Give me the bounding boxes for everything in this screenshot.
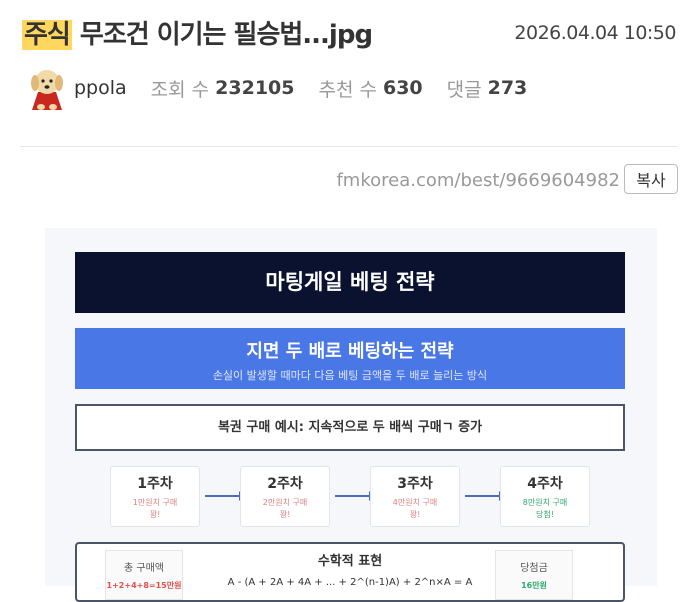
step-label: 1주차 xyxy=(137,476,173,492)
category-tag[interactable]: 주식 xyxy=(22,20,72,50)
step-desc: 2만원치 구매 xyxy=(262,498,308,507)
votes-label: 추천 수 xyxy=(318,78,377,101)
step-label: 4주차 xyxy=(527,476,563,492)
image-title: 마팅게일 베팅 전략 xyxy=(75,252,625,313)
example-heading: 복권 구매 예시: 지속적으로 두 배씩 구매ㄱ 증가 xyxy=(75,404,625,451)
step-desc: 4만원치 구매 xyxy=(392,498,438,507)
total-label: 총 구매액 xyxy=(124,563,164,574)
post-title: 주식 무조건 이기는 필승법...jpg xyxy=(22,14,373,51)
math-section: 총 구매액 1+2+4+8=15만원 수학적 표현 A - (A + 2A + 4… xyxy=(75,542,625,602)
step-result: 꽝! xyxy=(409,510,421,519)
puppy-avatar-icon xyxy=(31,70,63,110)
arrow-right-icon xyxy=(335,491,375,501)
views-label: 조회 수 xyxy=(150,78,210,101)
divider xyxy=(20,146,677,147)
prize-box: 당첨금 16만원 xyxy=(495,550,573,600)
copy-url-button[interactable]: 복사 xyxy=(624,164,678,194)
step-desc: 1만원치 구매 xyxy=(132,498,178,507)
title-text: 무조건 이기는 필승법...jpg xyxy=(79,20,373,50)
arrow-right-icon xyxy=(465,491,505,501)
step-result: 꽝! xyxy=(279,510,291,519)
arrow-right-icon xyxy=(205,491,245,501)
comments-count[interactable]: 273 xyxy=(487,77,528,99)
post-date: 2026.04.04 10:50 xyxy=(514,22,676,44)
votes-count: 630 xyxy=(382,77,423,99)
banner-title: 지면 두 배로 베팅하는 전략 xyxy=(246,341,454,362)
prize-label: 당첨금 xyxy=(520,563,548,574)
author-name[interactable]: ppola xyxy=(74,77,127,99)
post-url[interactable]: fmkorea.com/best/9669604982 xyxy=(336,170,620,191)
formula: A - (A + 2A + 4A + ... + 2^(n-1)A) + 2^n… xyxy=(227,577,473,588)
step-label: 2주차 xyxy=(267,476,303,492)
post-meta: ppola 조회 수 232105 추천 수 630 댓글 273 xyxy=(26,66,527,110)
strategy-banner: 지면 두 배로 베팅하는 전략 손실이 발생할 때마다 다음 베팅 금액을 두 … xyxy=(75,328,625,389)
comments-label: 댓글 xyxy=(446,78,482,101)
total-box: 총 구매액 1+2+4+8=15만원 xyxy=(105,550,183,600)
step-label: 3주차 xyxy=(397,476,433,492)
views-count: 232105 xyxy=(215,77,295,99)
step-desc: 8만원치 구매 xyxy=(522,498,568,507)
post-image: 마팅게일 베팅 전략 지면 두 배로 베팅하는 전략 손실이 발생할 때마다 다… xyxy=(45,228,657,602)
avatar[interactable] xyxy=(26,66,68,110)
math-title: 수학적 표현 xyxy=(317,554,383,569)
step-result: 당첨! xyxy=(536,510,554,519)
banner-subtitle: 손실이 발생할 때마다 다음 베팅 금액을 두 배로 늘리는 방식 xyxy=(212,369,488,382)
step-result: 꽝! xyxy=(149,510,161,519)
